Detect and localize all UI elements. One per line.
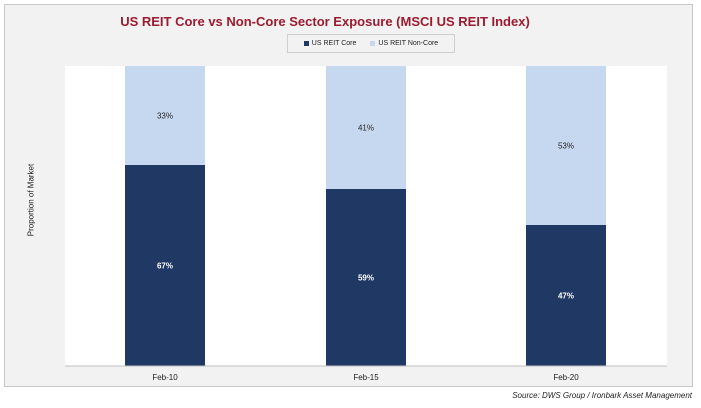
bar-non-core-feb-10 (125, 66, 205, 165)
data-label-non-core-feb-15: 41% (358, 124, 374, 133)
legend-item-non-core: US REIT Non-Core (370, 40, 438, 47)
data-label-core-feb-15: 59% (358, 274, 374, 283)
x-tick-label-feb-15: Feb-15 (353, 373, 379, 382)
data-label-non-core-feb-20: 53% (558, 142, 574, 151)
bar-non-core-feb-20 (526, 66, 606, 225)
source-note: Source: DWS Group / Ironbark Asset Manag… (512, 391, 692, 400)
x-tick-label-feb-20: Feb-20 (553, 373, 579, 382)
bar-core-feb-20 (526, 225, 606, 366)
legend-label-non-core: US REIT Non-Core (378, 40, 439, 47)
bar-core-feb-10 (125, 165, 205, 366)
legend-item-core: US REIT Core (303, 40, 357, 47)
data-label-core-feb-10: 67% (157, 262, 173, 271)
chart-title: US REIT Core vs Non-Core Sector Exposure… (120, 14, 530, 29)
data-label-non-core-feb-10: 33% (157, 112, 173, 121)
legend-swatch-non-core (370, 41, 376, 46)
legend-swatch-core (303, 41, 309, 46)
bar-core-feb-15 (326, 189, 406, 366)
legend-label-core: US REIT Core (311, 40, 357, 47)
x-tick-label-feb-10: Feb-10 (152, 373, 178, 382)
chart-legend: US REIT Core US REIT Non-Core (287, 34, 455, 53)
bar-non-core-feb-15 (326, 66, 406, 189)
data-label-core-feb-20: 47% (558, 292, 574, 301)
